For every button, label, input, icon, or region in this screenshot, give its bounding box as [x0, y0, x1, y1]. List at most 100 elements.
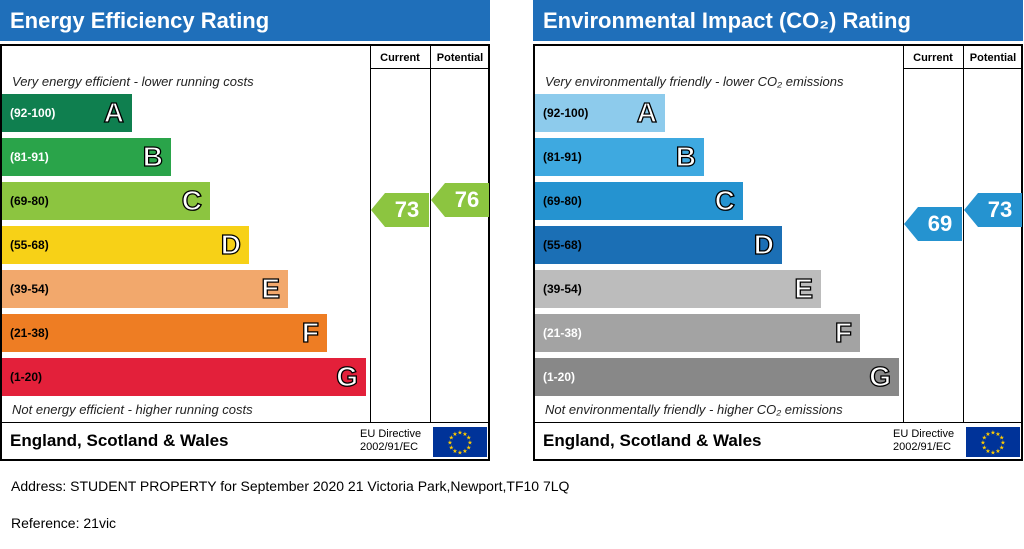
column-header-potential: Potential [436, 52, 484, 64]
current-arrow-fill [904, 207, 962, 241]
band-range-label: (81-91) [543, 150, 582, 164]
band-letter-label: A [636, 96, 658, 128]
current-arrow-shape [371, 193, 429, 228]
current-rating-value: 69 [927, 211, 953, 236]
band-range-label: (69-80) [543, 194, 582, 208]
rating-band-e: (39-54) E [535, 270, 821, 308]
rating-band-g: (1-20) G [535, 358, 899, 396]
band-range-label: (1-20) [10, 370, 43, 384]
eu-star-icon: ★ [457, 450, 462, 457]
column-header-potential: Potential [969, 52, 1017, 64]
band-letter-label: G [336, 360, 359, 392]
band-range-label: (92-100) [10, 106, 56, 120]
eu-flag-icon: ★ ★ ★ ★ ★ ★ ★ ★ ★ ★ ★ ★ [433, 427, 487, 457]
column-divider [370, 46, 371, 423]
environmental-impact-panel: Environmental Impact (CO₂) Rating Current… [533, 0, 1023, 461]
band-letter-label: D [753, 228, 775, 260]
top-caption: Very energy efficient - lower running co… [12, 74, 254, 89]
eu-star-icon: ★ [1000, 440, 1005, 447]
chart-frame: Current Potential Very energy efficient - … [0, 44, 490, 461]
chart-title: Environmental Impact (CO₂) Rating [533, 0, 1023, 41]
potential-arrow-fill [964, 193, 1022, 228]
eu-star-icon: ★ [982, 445, 987, 452]
eu-star-icon: ★ [980, 440, 985, 447]
rating-band-f: (21-38) F [2, 314, 327, 352]
rating-band-c: (69-80) C [2, 182, 210, 220]
band-letter-label: F [834, 316, 852, 348]
top-caption: Very environmentally friendly - lower CO… [545, 74, 844, 89]
eu-star-icon: ★ [449, 445, 454, 452]
band-letter-label: B [675, 140, 697, 172]
rating-band-d: (55-68) D [2, 226, 249, 264]
band-letter-label: E [261, 272, 281, 304]
band-range-label: (92-100) [543, 106, 589, 120]
rating-band-a: (92-100) A [2, 94, 132, 132]
band-range-label: (55-68) [543, 238, 582, 252]
address-text: Address: STUDENT PROPERTY for September … [11, 478, 570, 494]
current-arrow-shape [904, 207, 962, 241]
rating-band-f: (21-38) F [535, 314, 860, 352]
current-rating-arrow: 73 [371, 193, 429, 228]
eu-star-icon: ★ [466, 445, 471, 452]
band-letter-label: C [181, 184, 203, 216]
eu-star-icon: ★ [466, 435, 471, 442]
current-rating-arrow: 69 [904, 207, 962, 241]
header-rule [903, 68, 1021, 69]
eu-star-icon: ★ [467, 440, 472, 447]
potential-rating-arrow: 76 [431, 182, 489, 217]
band-letter-label: G [869, 360, 892, 392]
band-letter-label: D [220, 228, 242, 260]
eu-star-icon: ★ [985, 431, 990, 438]
rating-band-a: (92-100) A [535, 94, 665, 132]
potential-arrow-shape [964, 193, 1022, 228]
eu-star-icon: ★ [462, 448, 467, 455]
column-divider [963, 46, 964, 423]
band-range-label: (21-38) [10, 326, 49, 340]
chart-title: Energy Efficiency Rating [0, 0, 490, 41]
eu-stars: ★★★★★★★★★ ★ ★★ [447, 430, 472, 457]
rating-band-e: (39-54) E [2, 270, 288, 308]
footer-rule [535, 422, 1021, 423]
band-letter-label: A [103, 96, 125, 128]
eu-directive-text: EU Directive 2002/91/EC [893, 428, 954, 454]
column-divider [430, 46, 431, 423]
bottom-caption: Not energy efficient - higher running co… [12, 402, 253, 417]
header-rule [370, 68, 488, 69]
column-divider [903, 46, 904, 423]
current-rating-value: 73 [394, 197, 420, 223]
band-range-label: (1-20) [543, 370, 576, 384]
eu-star-icon: ★ [982, 435, 987, 442]
eu-star-icon: ★ [990, 450, 995, 457]
rating-band-b: (81-91) B [535, 138, 704, 176]
eu-star-icon: ★ [462, 431, 467, 438]
eu-star-icon: ★ [995, 431, 1000, 438]
eu-star-icon: ★ [452, 448, 457, 455]
rating-band-d: (55-68) D [535, 226, 782, 264]
band-range-label: (55-68) [10, 238, 49, 252]
eu-star-icon: ★ [999, 435, 1004, 442]
band-letter-label: C [714, 184, 736, 216]
eu-star-icon: ★ [999, 445, 1004, 452]
rating-band-b: (81-91) B [2, 138, 171, 176]
band-range-label: (69-80) [10, 194, 49, 208]
band-range-label: (39-54) [543, 282, 582, 296]
reference-text: Reference: 21vic [11, 515, 117, 531]
eu-star-icon: ★ [995, 448, 1000, 455]
column-header-current: Current [913, 52, 953, 64]
column-header-current: Current [380, 52, 420, 64]
eu-directive-line2: 2002/91/EC [893, 441, 952, 453]
eu-directive-line1: EU Directive [893, 428, 955, 440]
potential-arrow-fill [431, 182, 489, 217]
rating-band-c: (69-80) C [535, 182, 743, 220]
chart-frame: Current Potential Very environmentally fri… [533, 44, 1023, 461]
band-letter-label: B [142, 140, 164, 172]
potential-rating-value: 76 [454, 186, 480, 212]
footer-rule [2, 422, 488, 423]
eu-directive-line1: EU Directive [360, 428, 422, 440]
rating-band-g: (1-20) G [2, 358, 366, 396]
band-range-label: (81-91) [10, 150, 49, 164]
band-letter-label: F [301, 316, 319, 348]
energy-efficiency-panel: Energy Efficiency Rating Current Potential… [0, 0, 490, 461]
bottom-caption: Not environmentally friendly - higher CO… [545, 402, 843, 417]
eu-star-icon: ★ [457, 430, 462, 437]
